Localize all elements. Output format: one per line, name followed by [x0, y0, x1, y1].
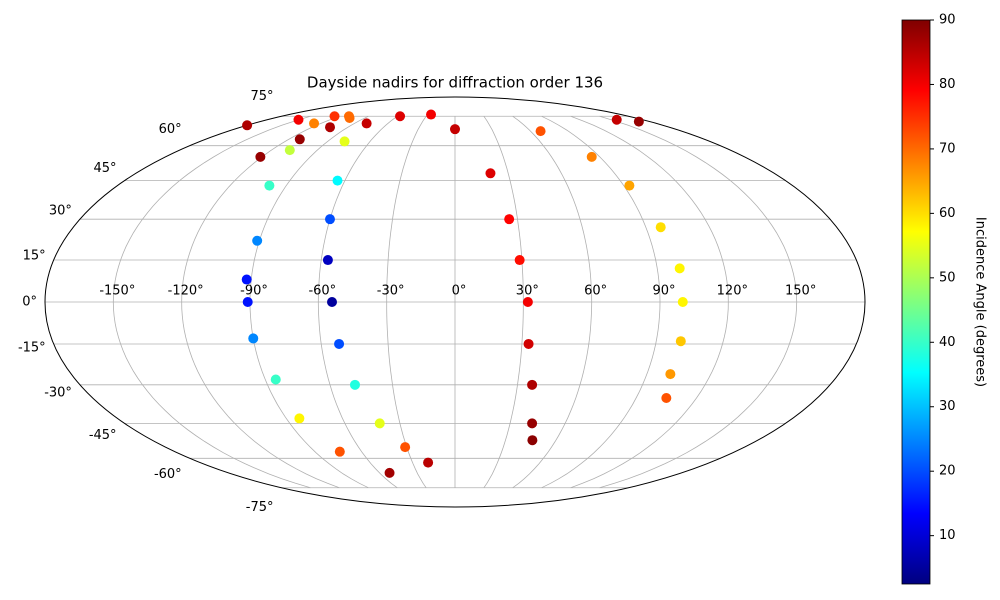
point — [655, 222, 666, 233]
point — [349, 379, 360, 390]
point — [624, 180, 635, 191]
y-tick-label: -45° — [89, 428, 117, 443]
point — [242, 297, 253, 307]
point — [423, 457, 434, 468]
grid — [45, 115, 865, 489]
x-tick-label: -120° — [168, 284, 204, 299]
point — [374, 418, 385, 429]
point — [255, 151, 266, 162]
y-tick-label: -15° — [18, 340, 46, 355]
colorbar-tick-label: 90 — [939, 13, 956, 28]
y-tick-label: -30° — [44, 385, 72, 400]
x-tick-label: 90° — [652, 284, 675, 299]
chart-title: Dayside nadirs for diffraction order 136 — [307, 74, 603, 92]
x-tick-label: -30° — [377, 284, 405, 299]
y-tick-label: -60° — [154, 467, 182, 482]
x-tick-label: 0° — [452, 284, 467, 299]
map-frame — [44, 96, 866, 508]
point — [361, 118, 372, 129]
point — [674, 263, 685, 274]
colorbar-tick-label: 20 — [939, 464, 956, 479]
point — [329, 111, 340, 122]
y-tick-label: 75° — [250, 89, 273, 104]
colorbar-tick-label: 40 — [939, 335, 956, 350]
point — [633, 116, 644, 127]
point — [334, 446, 345, 457]
point — [677, 297, 688, 307]
point — [294, 413, 305, 424]
point — [241, 274, 252, 285]
colorbar-tick-label: 50 — [939, 270, 956, 285]
point — [248, 333, 259, 344]
point — [527, 379, 538, 390]
point — [400, 442, 411, 453]
point — [522, 297, 533, 307]
point — [294, 134, 305, 145]
point — [264, 180, 275, 191]
x-tick-label: 30° — [516, 284, 539, 299]
y-tick-label: 30° — [49, 204, 72, 219]
point — [450, 124, 460, 135]
point — [527, 418, 538, 429]
point — [252, 235, 263, 246]
point — [309, 118, 320, 129]
point — [535, 126, 546, 137]
point — [242, 120, 253, 131]
point — [426, 109, 437, 120]
point — [339, 136, 350, 147]
colorbar — [901, 19, 931, 585]
point — [527, 435, 538, 446]
point — [327, 297, 337, 307]
point — [514, 255, 525, 266]
x-tick-label: -90° — [240, 284, 268, 299]
point — [270, 374, 281, 385]
point — [665, 369, 676, 380]
x-tick-label: 60° — [584, 284, 607, 299]
colorbar-tick-label: 10 — [939, 528, 956, 543]
point — [322, 255, 333, 266]
point — [611, 114, 622, 125]
point — [284, 145, 295, 156]
x-tick-label: 150° — [785, 284, 816, 299]
point — [334, 338, 345, 349]
colorbar-tick-label: 60 — [939, 206, 956, 221]
y-tick-label: 15° — [23, 249, 46, 264]
point — [675, 336, 686, 347]
point — [293, 114, 304, 125]
point — [332, 175, 343, 186]
y-tick-label: -75° — [246, 500, 274, 515]
point — [344, 112, 355, 123]
point — [523, 338, 534, 349]
point — [586, 151, 597, 162]
colorbar-tick-label: 70 — [939, 141, 956, 156]
point — [325, 122, 336, 133]
point — [661, 392, 672, 403]
point — [324, 214, 335, 225]
point — [504, 214, 515, 225]
point — [485, 168, 496, 179]
x-tick-label: 120° — [717, 284, 748, 299]
x-tick-label: -60° — [308, 284, 336, 299]
y-tick-label: 0° — [22, 295, 37, 310]
y-tick-label: 60° — [159, 122, 182, 137]
points — [241, 109, 688, 478]
colorbar-tick-label: 80 — [939, 77, 956, 92]
colorbar-label: Incidence Angle (degrees) — [973, 217, 988, 387]
colorbar-tick-label: 30 — [939, 399, 956, 414]
y-tick-label: 45° — [94, 161, 117, 176]
x-tick-label: -150° — [99, 284, 135, 299]
point — [384, 467, 395, 478]
point — [395, 111, 406, 122]
